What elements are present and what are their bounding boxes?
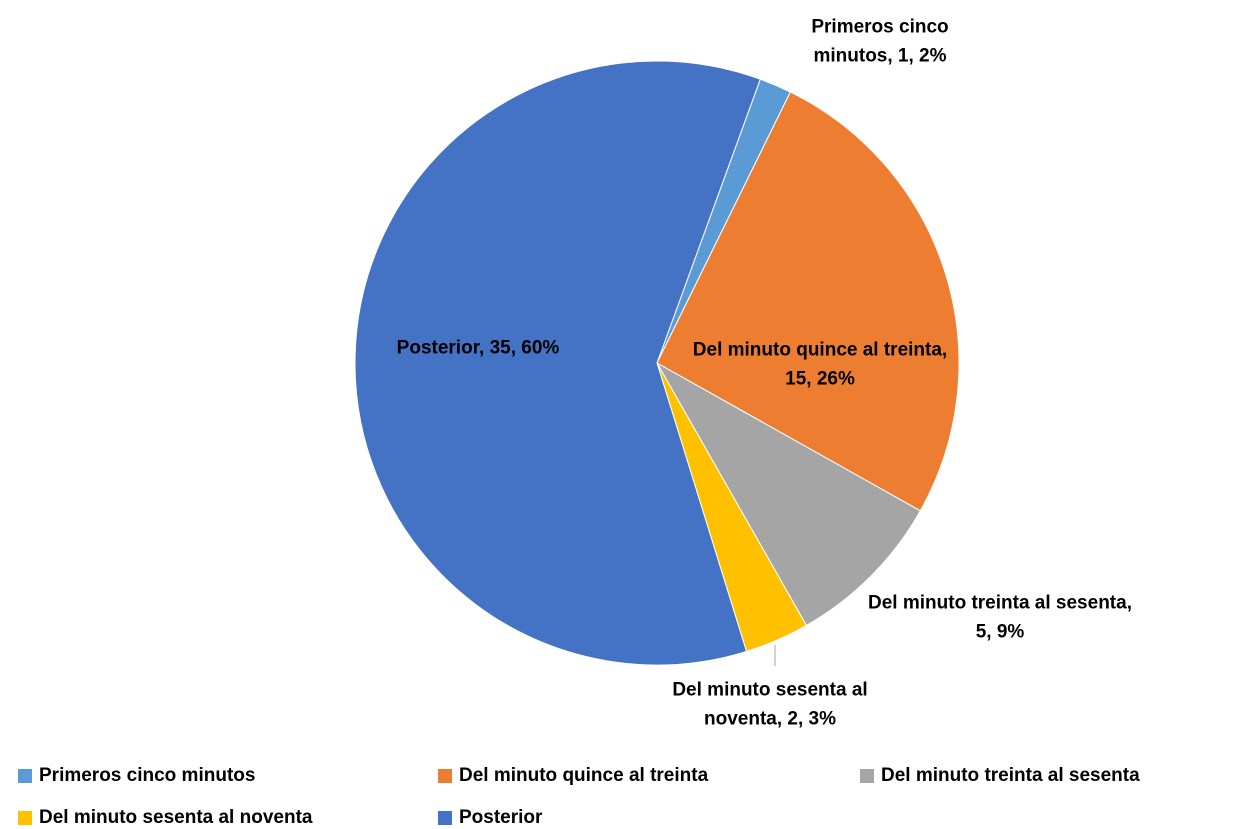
legend-item: Primeros cinco minutos xyxy=(18,765,255,787)
legend-label: Primeros cinco minutos xyxy=(39,765,256,786)
pie-slice xyxy=(655,361,922,627)
legend-swatch xyxy=(438,769,452,783)
legend-swatch xyxy=(860,769,874,783)
legend-item: Del minuto sesenta al noventa xyxy=(18,807,312,829)
legend-swatch xyxy=(18,769,32,783)
pie-slice xyxy=(354,60,761,666)
legend-item: Del minuto quince al treinta xyxy=(438,765,708,787)
data-label: Del minuto treinta al sesenta, 5, 9% xyxy=(868,592,1132,643)
data-label: Primeros cinco minutos, 1, 2% xyxy=(811,16,949,67)
data-label: Del minuto quince al treinta, 15, 26% xyxy=(692,339,948,390)
legend-label: Del minuto treinta al sesenta xyxy=(881,765,1140,786)
data-label: Posterior, 35, 60% xyxy=(396,337,560,359)
data-label: Del minuto sesenta al noventa, 2, 3% xyxy=(672,679,868,730)
legend-swatch xyxy=(438,811,452,825)
legend-label: Del minuto sesenta al noventa xyxy=(39,807,313,828)
legend-swatch xyxy=(18,811,32,825)
pie-slice xyxy=(656,91,960,512)
legend-label: Del minuto quince al treinta xyxy=(459,765,709,786)
legend-label: Posterior xyxy=(459,807,543,828)
legend-item: Del minuto treinta al sesenta xyxy=(860,765,1140,787)
legend-item: Posterior xyxy=(438,807,542,829)
